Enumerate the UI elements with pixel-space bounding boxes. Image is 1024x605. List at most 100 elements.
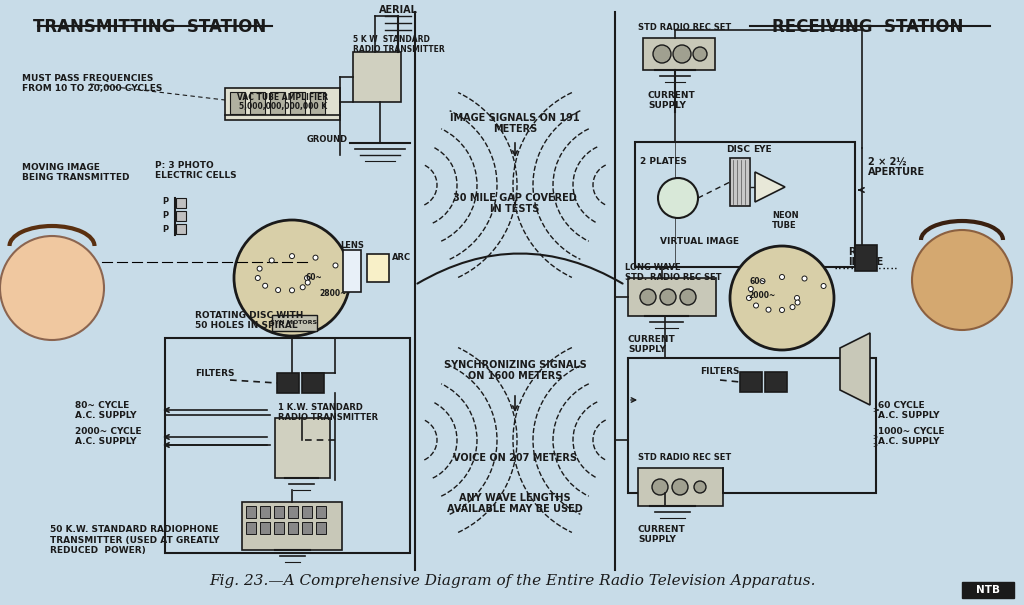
Polygon shape <box>840 333 870 405</box>
Bar <box>250 92 265 114</box>
Text: IMAGE: IMAGE <box>848 257 884 267</box>
Text: DISC: DISC <box>726 145 750 154</box>
Circle shape <box>313 255 318 260</box>
Bar <box>272 315 317 331</box>
Circle shape <box>672 479 688 495</box>
Bar <box>176 211 186 221</box>
Bar <box>274 506 284 518</box>
Text: SUPPLY: SUPPLY <box>628 345 666 355</box>
Text: 2 PLATES: 2 PLATES <box>640 157 687 166</box>
Bar <box>855 245 877 271</box>
Text: APERTURE: APERTURE <box>868 167 925 177</box>
Bar <box>270 92 285 114</box>
Text: 2000~ CYCLE: 2000~ CYCLE <box>75 428 141 436</box>
Circle shape <box>693 47 707 61</box>
Circle shape <box>802 276 807 281</box>
Bar <box>260 506 270 518</box>
Bar <box>246 522 256 534</box>
Bar <box>310 92 325 114</box>
Text: GROUND: GROUND <box>307 136 348 145</box>
Text: IMAGE SIGNALS ON 191: IMAGE SIGNALS ON 191 <box>451 113 580 123</box>
Polygon shape <box>755 172 785 202</box>
Circle shape <box>660 289 676 305</box>
Circle shape <box>694 481 706 493</box>
Text: 60~: 60~ <box>750 278 766 287</box>
Text: FILTERS: FILTERS <box>700 367 739 376</box>
Text: CURRENT: CURRENT <box>638 526 686 534</box>
Text: RECEIVING  STATION: RECEIVING STATION <box>772 18 964 36</box>
Circle shape <box>234 220 350 336</box>
Text: P: P <box>162 197 168 206</box>
Circle shape <box>795 300 800 305</box>
Circle shape <box>262 283 267 288</box>
Circle shape <box>275 287 281 293</box>
Text: Fig. 23.—A Comprehensive Diagram of the Entire Radio Television Apparatus.: Fig. 23.—A Comprehensive Diagram of the … <box>209 574 815 588</box>
Circle shape <box>749 287 754 292</box>
Bar <box>275 418 330 478</box>
Text: P: P <box>162 212 168 220</box>
Text: MOVING IMAGE: MOVING IMAGE <box>22 163 100 172</box>
Circle shape <box>790 304 795 310</box>
Circle shape <box>0 236 104 340</box>
Text: 80~ CYCLE: 80~ CYCLE <box>75 401 129 410</box>
Bar <box>302 506 312 518</box>
Text: 1 K.W. STANDARD: 1 K.W. STANDARD <box>278 402 362 411</box>
Text: 50 K.W. STANDARD RADIOPHONE: 50 K.W. STANDARD RADIOPHONE <box>50 526 218 534</box>
Bar <box>246 506 256 518</box>
Bar <box>353 52 401 102</box>
Text: ANY WAVE LENGTHS: ANY WAVE LENGTHS <box>459 493 570 503</box>
Bar <box>316 506 326 518</box>
Bar <box>290 92 305 114</box>
Text: FILTERS: FILTERS <box>195 368 234 378</box>
Bar <box>176 198 186 208</box>
Text: FROM 10 TO 20,000 CYCLES: FROM 10 TO 20,000 CYCLES <box>22 83 163 93</box>
Bar <box>628 278 716 316</box>
Text: MUST PASS FREQUENCIES: MUST PASS FREQUENCIES <box>22 73 154 82</box>
Bar <box>288 522 298 534</box>
Text: IN TESTS: IN TESTS <box>490 204 540 214</box>
Bar <box>367 254 389 282</box>
Bar <box>242 502 342 550</box>
Bar <box>638 468 723 506</box>
Circle shape <box>746 295 752 301</box>
Text: 2800~: 2800~ <box>319 289 347 298</box>
Text: STD RADIO REC SET: STD RADIO REC SET <box>638 24 731 33</box>
Circle shape <box>754 303 759 308</box>
Text: REAL: REAL <box>848 247 876 257</box>
Bar <box>288 506 298 518</box>
Circle shape <box>779 275 784 280</box>
Text: AVAILABLE MAY BE USED: AVAILABLE MAY BE USED <box>447 504 583 514</box>
Circle shape <box>290 253 295 258</box>
Text: P: 3 PHOTO: P: 3 PHOTO <box>155 160 214 169</box>
Circle shape <box>255 275 260 281</box>
Text: SUPPLY: SUPPLY <box>638 535 676 544</box>
Bar <box>278 373 299 393</box>
Circle shape <box>257 266 262 271</box>
Text: 60~: 60~ <box>305 273 323 283</box>
Text: VOICE ON 207 METERS: VOICE ON 207 METERS <box>453 453 577 463</box>
Text: AERIAL: AERIAL <box>379 5 418 15</box>
Text: CURRENT: CURRENT <box>628 336 676 344</box>
Text: 5,000,000,000,000 K: 5,000,000,000,000 K <box>239 102 327 111</box>
Text: STD. RADIO REC SET: STD. RADIO REC SET <box>625 273 722 283</box>
Circle shape <box>821 284 826 289</box>
Text: LONG WAVE: LONG WAVE <box>625 264 681 272</box>
Circle shape <box>779 307 784 313</box>
Bar <box>343 250 361 292</box>
Bar <box>165 338 410 553</box>
Text: 30 MILE GAP COVERED: 30 MILE GAP COVERED <box>454 193 577 203</box>
Bar <box>302 522 312 534</box>
Text: CURRENT: CURRENT <box>648 91 695 99</box>
Bar <box>302 373 324 393</box>
Text: SUPPLY: SUPPLY <box>648 100 686 110</box>
Bar <box>962 582 1014 598</box>
Bar <box>274 522 284 534</box>
Text: ELECTRIC CELLS: ELECTRIC CELLS <box>155 171 237 180</box>
Text: METERS: METERS <box>493 124 538 134</box>
Text: 60 CYCLE: 60 CYCLE <box>878 401 925 410</box>
Text: VAC TUBE AMPLIFIER: VAC TUBE AMPLIFIER <box>238 93 329 102</box>
Bar <box>635 142 855 267</box>
Text: P: P <box>162 226 168 235</box>
Bar <box>230 92 245 114</box>
Text: A.C. SUPPLY: A.C. SUPPLY <box>878 411 939 419</box>
